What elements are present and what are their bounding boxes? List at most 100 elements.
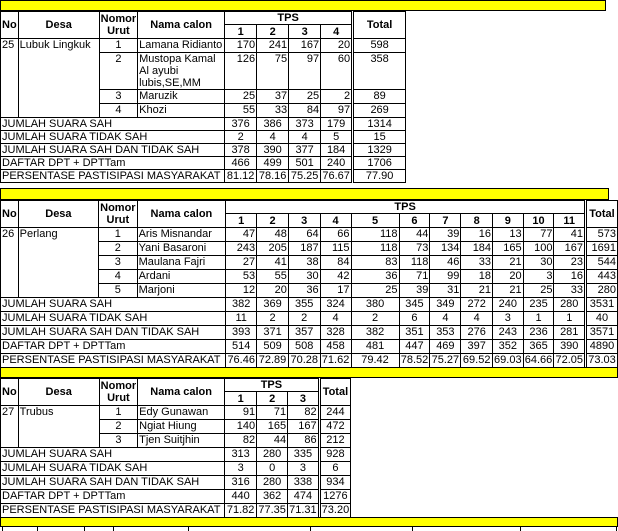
vote-count-cell: 167 bbox=[553, 241, 587, 256]
summary-value-cell: 466 bbox=[224, 156, 258, 170]
candidate-number-cell: 3 bbox=[98, 255, 138, 270]
summary-row: JUMLAH SUARA SAH 382 369 355 324 380 345 349 272… bbox=[0, 297, 618, 312]
header-nama-calon: Nama calon bbox=[137, 378, 226, 406]
vote-count-cell: 25 bbox=[350, 283, 400, 298]
vote-count-cell: 71 bbox=[256, 405, 289, 420]
header-total: Total bbox=[317, 378, 352, 406]
vote-count-cell: 30 bbox=[287, 269, 321, 284]
next-table-edge-stub bbox=[520, 527, 521, 531]
header-tps-4: 4 bbox=[319, 213, 352, 228]
summary-value-cell: 397 bbox=[460, 339, 494, 354]
vote-count-cell: 170 bbox=[224, 38, 258, 53]
summary-value-cell: 2 bbox=[224, 130, 258, 144]
summary-value-cell: 353 bbox=[429, 325, 462, 340]
summary-value-cell: 179 bbox=[320, 117, 354, 131]
summary-label-cell: JUMLAH SUARA SAH bbox=[0, 447, 226, 462]
summary-label-cell: DAFTAR DPT + DPTTam bbox=[0, 489, 226, 504]
vote-count-cell: 86 bbox=[287, 433, 320, 448]
header-tps-4: 4 bbox=[320, 24, 354, 39]
summary-value-cell: 69.52 bbox=[460, 353, 494, 368]
summary-row: JUMLAH SUARA SAH DAN TIDAK SAH 378 390 377 1… bbox=[0, 143, 407, 157]
candidate-number-cell: 2 bbox=[98, 241, 138, 256]
summary-value-cell: 4 bbox=[319, 311, 352, 326]
yellow-divider-band-bottom bbox=[0, 517, 618, 527]
header-total: Total bbox=[351, 11, 407, 39]
header-tps-11: 11 bbox=[553, 213, 587, 228]
summary-label-cell: DAFTAR DPT + DPTTam bbox=[0, 339, 227, 354]
summary-value-cell: 2 bbox=[350, 311, 400, 326]
candidate-total-cell: 269 bbox=[351, 103, 407, 118]
summary-row: JUMLAH SUARA SAH DAN TIDAK SAH 316 280 338 9… bbox=[0, 475, 352, 490]
summary-value-cell: 313 bbox=[224, 447, 258, 462]
next-table-edge-stub bbox=[37, 527, 38, 531]
vote-count-cell: 20 bbox=[492, 269, 524, 284]
vote-count-cell: 21 bbox=[492, 283, 524, 298]
vote-count-cell: 82 bbox=[224, 433, 258, 448]
table-body: 26 Perlang 1 Aris Misnandar 47 48 64 66 118 44 39 1… bbox=[0, 227, 618, 368]
summary-row: JUMLAH SUARA TIDAK SAH 2 4 4 5 15 bbox=[0, 130, 407, 144]
vote-count-cell: 84 bbox=[319, 255, 352, 270]
header-nomor-urut: Nomor Urut bbox=[98, 200, 138, 228]
summary-value-cell: 509 bbox=[256, 339, 289, 354]
summary-value-cell: 5 bbox=[320, 130, 354, 144]
summary-label-cell: JUMLAH SUARA TIDAK SAH bbox=[0, 461, 226, 476]
candidate-row: 3 Maulana Fajri 27 41 38 84 83 118 46 33 21 30 23 544 bbox=[1, 255, 618, 270]
summary-value-cell: 324 bbox=[319, 297, 352, 312]
summary-value-cell: 369 bbox=[256, 297, 289, 312]
header-no: No bbox=[0, 200, 19, 228]
header-tps-7: 7 bbox=[429, 213, 462, 228]
summary-value-cell: 376 bbox=[224, 117, 258, 131]
vote-count-cell: 25 bbox=[288, 89, 322, 104]
vote-count-cell: 91 bbox=[224, 405, 258, 420]
vote-count-cell: 36 bbox=[350, 269, 400, 284]
summary-value-cell: 75.27 bbox=[429, 353, 462, 368]
candidate-total-cell: 573 bbox=[584, 227, 618, 242]
summary-total-cell: 928 bbox=[317, 447, 352, 462]
candidate-number-cell: 3 bbox=[98, 89, 139, 104]
header-tps-2: 2 bbox=[256, 391, 289, 406]
summary-total-cell: 934 bbox=[317, 475, 352, 490]
summary-value-cell: 499 bbox=[256, 156, 290, 170]
summary-value-cell: 371 bbox=[256, 325, 289, 340]
header-tps-3: 3 bbox=[287, 213, 321, 228]
candidate-row: 26 Perlang 1 Aris Misnandar 47 48 64 66 118 44 39 1… bbox=[0, 227, 618, 298]
summary-total-cell: 6 bbox=[317, 461, 352, 476]
summary-total-cell: 15 bbox=[351, 130, 407, 144]
summary-value-cell: 357 bbox=[287, 325, 321, 340]
summary-value-cell: 272 bbox=[460, 297, 494, 312]
summary-value-cell: 81.12 bbox=[224, 169, 258, 183]
candidate-number-cell: 1 bbox=[98, 405, 139, 420]
vote-count-cell: 36 bbox=[287, 283, 321, 298]
summary-value-cell: 76.46 bbox=[225, 353, 258, 368]
header-tps-1: 1 bbox=[225, 213, 258, 228]
summary-value-cell: 378 bbox=[224, 143, 258, 157]
next-table-edge-stub bbox=[616, 527, 617, 531]
candidate-name-cell: Tjen Suitjhin bbox=[137, 433, 226, 448]
summary-value-cell: 72.89 bbox=[256, 353, 289, 368]
next-table-edge-stub bbox=[2, 527, 3, 531]
candidate-row: 27 Trubus 1 Edy Gunawan 91 71 82 244 bbox=[0, 405, 352, 448]
candidate-row: 25 Lubuk Lingkuk 1 Lamana Ridianto 170 241 167… bbox=[0, 38, 407, 118]
candidate-name-cell: Maruzik bbox=[137, 89, 226, 104]
vote-count-cell: 48 bbox=[256, 227, 289, 242]
summary-value-cell: 71.82 bbox=[224, 503, 258, 518]
summary-value-cell: 4 bbox=[460, 311, 494, 326]
summary-value-cell: 447 bbox=[398, 339, 431, 354]
candidate-name-cell: Maulana Fajri bbox=[136, 255, 227, 270]
summary-value-cell: 11 bbox=[225, 311, 258, 326]
vote-count-cell: 60 bbox=[320, 52, 354, 90]
vote-count-cell: 75 bbox=[256, 52, 290, 90]
summary-value-cell: 514 bbox=[225, 339, 258, 354]
summary-label-cell: DAFTAR DPT + DPTTam bbox=[0, 156, 226, 170]
next-table-edge-stub bbox=[113, 527, 114, 531]
summary-value-cell: 4 bbox=[288, 130, 322, 144]
results-table-desa-25: No Desa Nomor Urut Nama calon TPS Total 1 2 3 4 25… bbox=[0, 11, 407, 183]
summary-value-cell: 2 bbox=[287, 311, 321, 326]
vote-count-cell: 64 bbox=[287, 227, 321, 242]
summary-value-cell: 76.67 bbox=[320, 169, 354, 183]
header-tps-3: 3 bbox=[288, 24, 322, 39]
summary-value-cell: 393 bbox=[225, 325, 258, 340]
next-table-edge-stub bbox=[310, 527, 311, 531]
